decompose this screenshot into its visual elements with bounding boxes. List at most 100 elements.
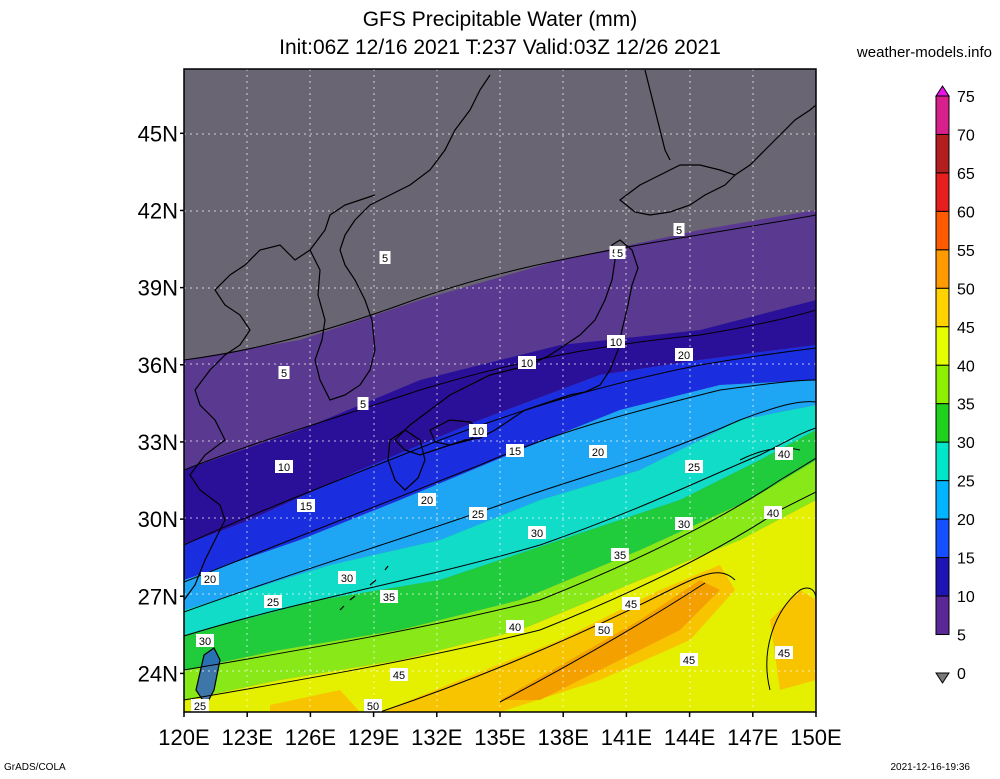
contour-label-bg	[622, 597, 640, 610]
contour-label: 25	[688, 462, 700, 474]
colorbar-label: 30	[957, 435, 975, 452]
contour-label-bg	[264, 595, 282, 608]
colorbar-swatch	[935, 518, 950, 559]
contour-label-bg	[196, 634, 214, 647]
contour-label-bg	[595, 623, 613, 636]
contour-label-bg	[469, 507, 487, 520]
contour-label: 25	[472, 509, 484, 521]
contour-label: 50	[598, 625, 610, 637]
colorbar-label: 15	[957, 551, 975, 568]
contour-label: 5	[617, 248, 623, 260]
colorbar-label: 60	[957, 204, 975, 221]
contour-label: 45	[393, 670, 405, 682]
contour-label-bg	[338, 571, 356, 584]
colorbar-swatch	[935, 133, 950, 174]
colorbar-label: 70	[957, 127, 975, 144]
colorbar-swatch	[935, 364, 950, 405]
lon-label: 147E	[727, 725, 778, 750]
contour-label-bg	[607, 335, 625, 348]
contour-label: 25	[194, 701, 206, 713]
contour-label-bg	[297, 499, 315, 512]
contour-label: 30	[531, 528, 543, 540]
contour-label: 35	[383, 592, 395, 604]
contour-label: 10	[610, 337, 622, 349]
colorbar-label: 25	[957, 474, 975, 491]
lat-label: 30N	[138, 507, 178, 532]
contour-label-bg	[390, 668, 408, 681]
colorbar-swatch	[935, 249, 950, 289]
contour-label: 45	[778, 648, 790, 660]
lat-label: 36N	[138, 353, 178, 378]
colorbar-label: 65	[957, 166, 975, 183]
contour-label: 50	[367, 701, 379, 713]
colorbar-swatch	[935, 403, 950, 443]
contour-label: 20	[204, 574, 216, 586]
lat-label: 42N	[138, 198, 178, 223]
colorbar-swatch	[935, 672, 950, 684]
contour-label: 25	[267, 597, 279, 609]
contour-label-bg	[201, 572, 219, 585]
contour-label: 15	[300, 501, 312, 513]
contour-label: 20	[592, 447, 604, 459]
contour-label-bg	[518, 356, 536, 369]
contour-label: 20	[421, 495, 433, 507]
colorbar-swatch	[935, 441, 950, 482]
lon-label: 132E	[411, 725, 462, 750]
map-field: 5555510101015151520202020252525303030353…	[184, 69, 816, 713]
contour-label-bg	[469, 424, 487, 437]
contour-label-bg	[775, 447, 793, 460]
contour-label: 5	[281, 368, 287, 380]
contour-label: 10	[521, 358, 533, 370]
contour-label: 10	[278, 462, 290, 474]
contour-label: 15	[509, 446, 521, 458]
colorbar-label: 5	[957, 628, 966, 645]
contour-label: 40	[509, 622, 521, 634]
footer-software: GrADS/COLA	[4, 762, 66, 773]
contour-label-bg	[614, 246, 626, 259]
lat-label: 27N	[138, 584, 178, 609]
site-credit[interactable]: weather-models.info	[856, 44, 992, 61]
footer-timestamp: 2021-12-16-19:36	[890, 762, 970, 773]
colorbar-swatch	[935, 557, 950, 597]
colorbar-label: 35	[957, 397, 975, 414]
contour-label: 5	[360, 399, 366, 411]
contour-label-bg	[528, 526, 546, 539]
lat-axis-labels: 45N 42N 39N 36N 33N 30N 27N 24N	[138, 121, 178, 686]
contour-label-group: 5555510101015151520202020252525303030353…	[191, 223, 793, 713]
contour-label-bg	[764, 506, 782, 519]
contour-label-bg	[775, 646, 793, 659]
contour-label-bg	[611, 548, 629, 561]
contour-label: 5	[676, 225, 682, 237]
contour-label-bg	[680, 653, 698, 666]
contour-label-bg	[275, 460, 293, 473]
colorbar-swatch	[935, 95, 950, 135]
colorbar-label: 40	[957, 358, 975, 375]
lon-label: 126E	[285, 725, 336, 750]
contour-label-bg	[506, 444, 524, 457]
contour-label: 30	[341, 573, 353, 585]
colorbar-swatch	[935, 172, 950, 212]
contour-label: 30	[199, 636, 211, 648]
colorbar-swatch	[935, 287, 950, 328]
contour-label-bg	[380, 590, 398, 603]
contour-label: 45	[683, 655, 695, 667]
contour-label-bg	[589, 445, 607, 458]
colorbar-swatch	[935, 85, 950, 97]
lat-label: 39N	[138, 276, 178, 301]
lon-label: 144E	[664, 725, 715, 750]
contour-label: 20	[678, 350, 690, 362]
chart-subtitle: Init:06Z 12/16 2021 T:237 Valid:03Z 12/2…	[0, 36, 1000, 60]
lat-label: 45N	[138, 121, 178, 146]
contour-label: 40	[778, 449, 790, 461]
contour-label: 5	[382, 253, 388, 265]
contour-lines	[184, 214, 816, 712]
colorbar-label: 50	[957, 281, 975, 298]
contour-label: 45	[625, 599, 637, 611]
lon-label: 129E	[348, 725, 399, 750]
contour-label-bg	[278, 366, 290, 379]
chart-title: GFS Precipitable Water (mm)	[362, 8, 638, 31]
lon-label: 120E	[158, 725, 209, 750]
colorbar-swatch	[935, 210, 950, 251]
contour-label-bg	[675, 348, 693, 361]
